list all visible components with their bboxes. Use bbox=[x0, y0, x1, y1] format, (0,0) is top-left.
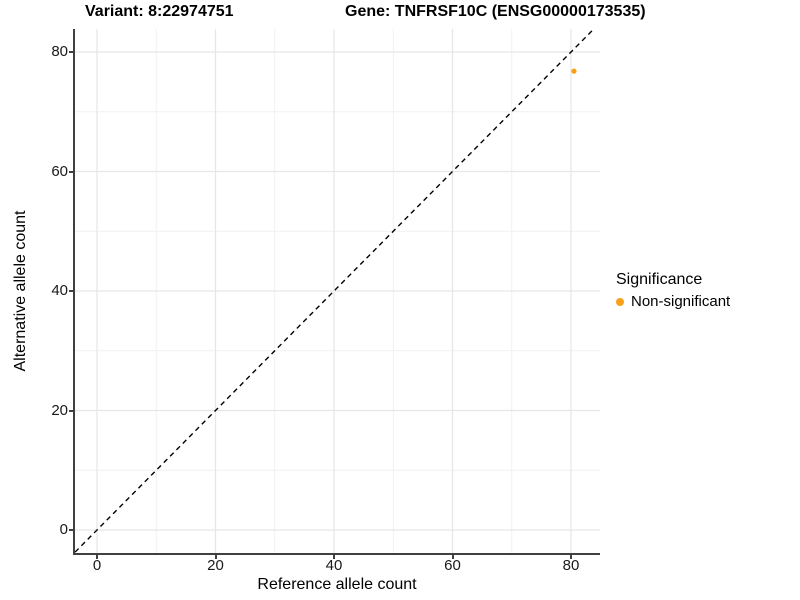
x-axis-tick bbox=[333, 555, 335, 559]
x-axis-tick bbox=[570, 555, 572, 559]
y-tick-label: 0 bbox=[59, 521, 68, 538]
x-tick-label: 20 bbox=[207, 557, 224, 574]
legend: Significance Non-significant bbox=[616, 270, 730, 311]
y-axis-tick bbox=[69, 51, 73, 53]
legend-item: Non-significant bbox=[616, 292, 730, 311]
gene-title: Gene: TNFRSF10C (ENSG00000173535) bbox=[345, 3, 646, 20]
identity-line bbox=[75, 29, 595, 553]
x-tick-label: 0 bbox=[92, 557, 102, 574]
y-tick-label: 40 bbox=[51, 282, 68, 299]
x-tick-label: 40 bbox=[325, 557, 343, 574]
plot-canvas bbox=[75, 29, 600, 553]
y-tick-label: 20 bbox=[51, 401, 68, 419]
y-axis-tick bbox=[69, 529, 73, 531]
variant-title: Variant: 8:22974751 bbox=[85, 3, 234, 20]
x-axis-tick bbox=[451, 555, 454, 559]
y-axis-tick bbox=[69, 170, 73, 173]
y-tick-label: 60 bbox=[51, 162, 68, 180]
legend-point-icon bbox=[616, 297, 624, 306]
y-axis-tick bbox=[69, 290, 73, 292]
data-point bbox=[571, 68, 577, 74]
x-axis-tick bbox=[96, 555, 98, 559]
x-axis-tick bbox=[214, 555, 217, 559]
legend-label: Non-significant bbox=[631, 293, 731, 310]
x-axis-title: Reference allele count bbox=[257, 576, 417, 593]
legend-title: Significance bbox=[616, 271, 703, 288]
x-tick-label: 60 bbox=[444, 557, 461, 574]
y-axis-tick bbox=[69, 409, 73, 412]
y-tick-label: 80 bbox=[51, 43, 68, 60]
plot-panel bbox=[73, 29, 600, 555]
x-tick-label: 80 bbox=[562, 557, 580, 574]
